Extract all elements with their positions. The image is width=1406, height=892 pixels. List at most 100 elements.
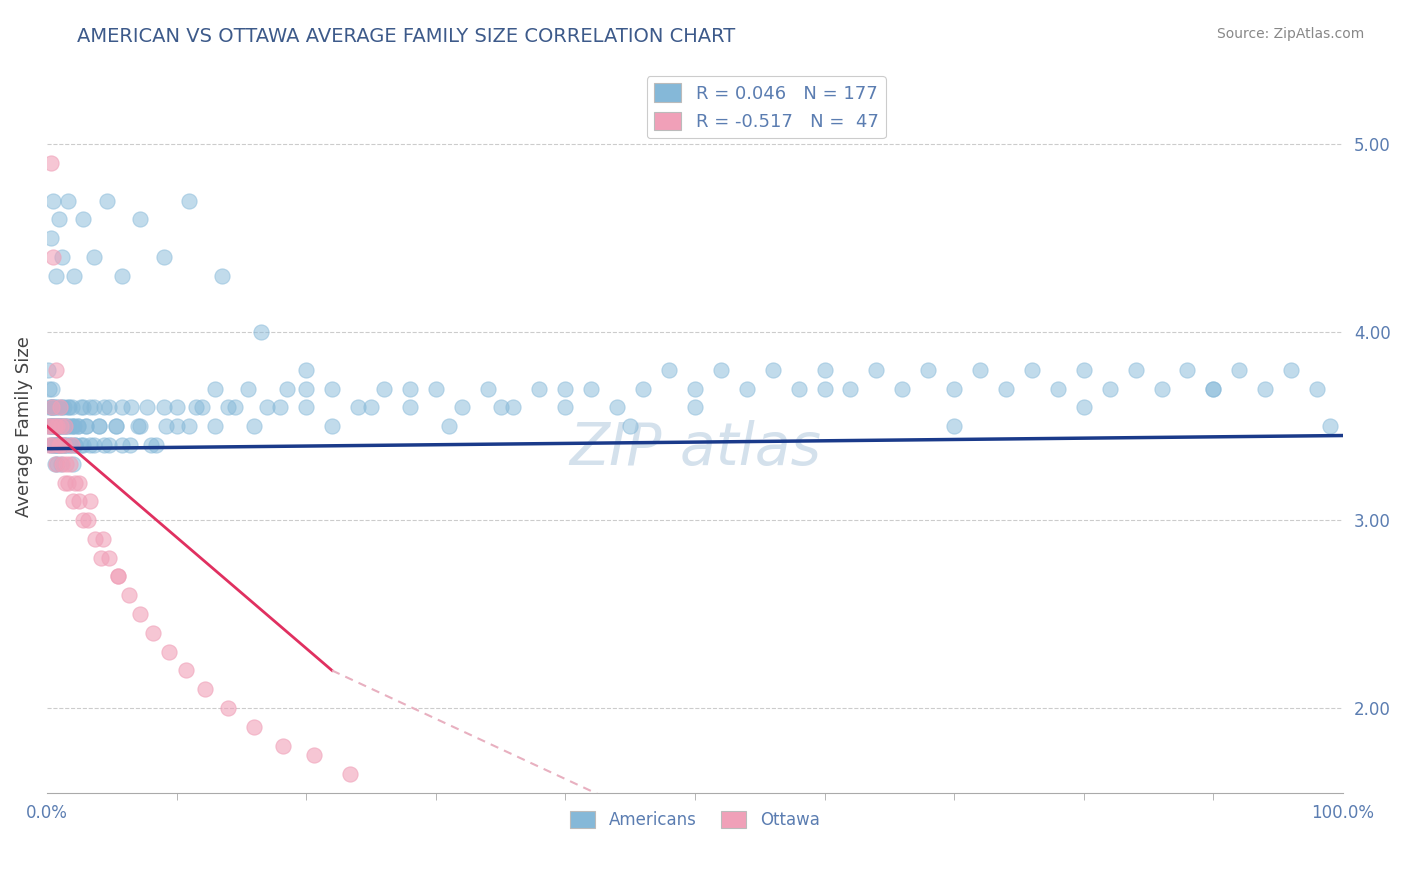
- Point: [91, 532, 114, 546]
- Point: [51, 401, 73, 415]
- Point: [658, 363, 681, 377]
- Point: [98, 550, 121, 565]
- Point: [45, 363, 67, 377]
- Point: [145, 438, 167, 452]
- Point: [45, 438, 67, 452]
- Point: [49, 419, 72, 434]
- Point: [891, 382, 914, 396]
- Point: [1098, 382, 1121, 396]
- Point: [1073, 401, 1095, 415]
- Point: [111, 438, 134, 452]
- Point: [191, 401, 214, 415]
- Point: [67, 494, 90, 508]
- Point: [96, 194, 118, 208]
- Point: [44, 419, 66, 434]
- Point: [46, 438, 69, 452]
- Point: [529, 382, 551, 396]
- Point: [1073, 363, 1095, 377]
- Point: [139, 438, 162, 452]
- Point: [194, 682, 217, 697]
- Point: [83, 438, 105, 452]
- Point: [53, 419, 76, 434]
- Point: [49, 419, 72, 434]
- Point: [45, 268, 67, 283]
- Point: [619, 419, 641, 434]
- Point: [295, 401, 318, 415]
- Point: [917, 363, 939, 377]
- Point: [38, 438, 60, 452]
- Point: [166, 401, 188, 415]
- Point: [184, 401, 207, 415]
- Point: [49, 419, 72, 434]
- Point: [1279, 363, 1302, 377]
- Point: [59, 457, 82, 471]
- Point: [79, 438, 101, 452]
- Point: [450, 401, 472, 415]
- Point: [1125, 363, 1147, 377]
- Point: [44, 438, 66, 452]
- Point: [83, 401, 105, 415]
- Point: [256, 401, 278, 415]
- Point: [339, 767, 361, 781]
- Point: [117, 588, 139, 602]
- Point: [49, 457, 72, 471]
- Point: [55, 438, 77, 452]
- Point: [1046, 382, 1069, 396]
- Point: [155, 419, 177, 434]
- Point: [107, 569, 129, 583]
- Point: [72, 212, 94, 227]
- Point: [631, 382, 654, 396]
- Point: [865, 363, 887, 377]
- Point: [67, 475, 90, 490]
- Point: [224, 401, 246, 415]
- Point: [1021, 363, 1043, 377]
- Legend: Americans, Ottawa: Americans, Ottawa: [564, 804, 827, 836]
- Point: [295, 382, 318, 396]
- Point: [787, 382, 810, 396]
- Point: [969, 363, 991, 377]
- Point: [72, 438, 94, 452]
- Point: [710, 363, 733, 377]
- Point: [1177, 363, 1199, 377]
- Point: [49, 438, 72, 452]
- Y-axis label: Average Family Size: Average Family Size: [15, 335, 32, 516]
- Point: [347, 401, 370, 415]
- Point: [49, 401, 72, 415]
- Point: [41, 419, 63, 434]
- Point: [41, 401, 63, 415]
- Point: [49, 419, 72, 434]
- Point: [39, 156, 62, 170]
- Point: [42, 194, 65, 208]
- Point: [1306, 382, 1329, 396]
- Point: [373, 382, 395, 396]
- Point: [93, 438, 115, 452]
- Point: [502, 401, 524, 415]
- Point: [62, 494, 84, 508]
- Point: [83, 532, 105, 546]
- Point: [66, 419, 89, 434]
- Point: [62, 457, 84, 471]
- Point: [59, 438, 82, 452]
- Point: [118, 438, 141, 452]
- Point: [142, 626, 165, 640]
- Point: [72, 401, 94, 415]
- Point: [489, 401, 512, 415]
- Point: [56, 475, 79, 490]
- Point: [55, 457, 77, 471]
- Point: [39, 438, 62, 452]
- Point: [42, 438, 65, 452]
- Point: [683, 382, 706, 396]
- Point: [1202, 382, 1225, 396]
- Point: [60, 401, 83, 415]
- Point: [269, 401, 291, 415]
- Point: [39, 419, 62, 434]
- Point: [606, 401, 628, 415]
- Point: [38, 419, 60, 434]
- Point: [60, 438, 83, 452]
- Point: [63, 268, 86, 283]
- Point: [38, 419, 60, 434]
- Point: [51, 438, 73, 452]
- Point: [129, 419, 152, 434]
- Point: [41, 382, 63, 396]
- Point: [243, 720, 266, 734]
